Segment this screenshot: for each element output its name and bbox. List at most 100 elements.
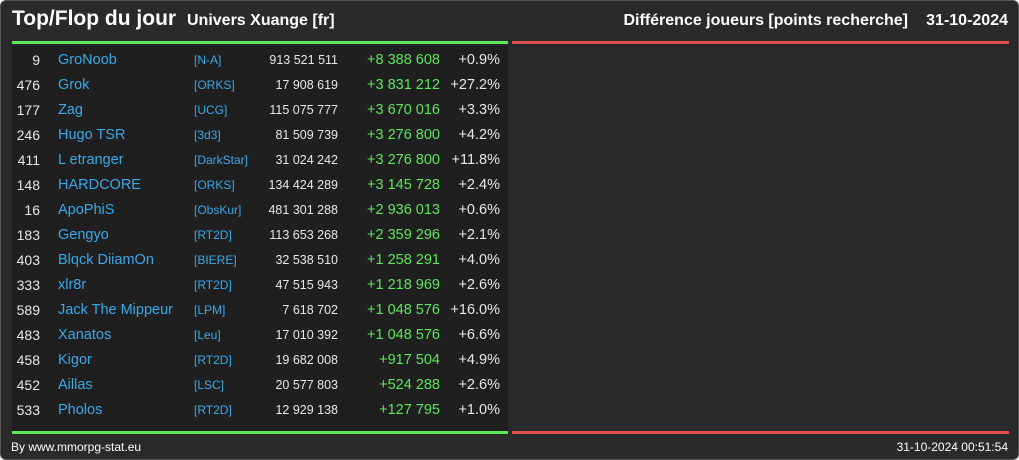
- percent-change: +2.4%: [458, 177, 500, 193]
- points-difference: +3 831 212: [367, 77, 440, 93]
- table-row: 411 L etranger [DarkStar] 31 024 242 +3 276 …: [12, 148, 508, 173]
- player-points: 17 010 392: [275, 328, 338, 342]
- player-name-link[interactable]: Hugo TSR: [58, 127, 126, 143]
- player-rank: 148: [16, 177, 40, 193]
- player-points: 913 521 511: [269, 53, 338, 67]
- alliance-tag-link[interactable]: [RT2D]: [194, 403, 232, 417]
- player-rank: 403: [16, 252, 40, 268]
- alliance-tag-link[interactable]: [Leu]: [194, 328, 221, 342]
- table-row: 177 Zag [UCG] 115 075 777 +3 670 016 +3.3%: [12, 98, 508, 123]
- percent-change: +4.0%: [458, 252, 500, 268]
- bottom-divider-red: [512, 431, 1009, 434]
- flop-list: [512, 45, 1009, 431]
- player-name-link[interactable]: xlr8r: [58, 277, 87, 293]
- table-row: 476 Grok [ORKS] 17 908 619 +3 831 212 +27.2%: [12, 73, 508, 98]
- top-list: 9 GroNoob [N-A] 913 521 511 +8 388 608 +0.9% 4…: [12, 45, 508, 431]
- percent-change: +2.6%: [458, 377, 500, 393]
- player-name-link[interactable]: Jack The Mippeur: [58, 302, 173, 318]
- table-row: 483 Xanatos [Leu] 17 010 392 +1 048 576 +6.6%: [12, 323, 508, 348]
- percent-change: +11.8%: [451, 152, 500, 168]
- player-rank: 411: [17, 152, 40, 168]
- footer-timestamp: 31-10-2024 00:51:54: [896, 440, 1008, 454]
- table-row: 148 HARDCORE [ORKS] 134 424 289 +3 145 728 +2…: [12, 173, 508, 198]
- table-row: 403 Blqck DiiamOn [BIERE] 32 538 510 +1 258 …: [12, 248, 508, 273]
- percent-change: +0.6%: [458, 202, 500, 218]
- header-date: 31-10-2024: [926, 12, 1008, 29]
- points-difference: +2 359 296: [367, 227, 440, 243]
- alliance-tag-link[interactable]: [ORKS]: [194, 78, 235, 92]
- alliance-tag-link[interactable]: [RT2D]: [194, 278, 232, 292]
- points-difference: +917 504: [379, 352, 440, 368]
- alliance-tag-link[interactable]: [ORKS]: [194, 178, 235, 192]
- percent-change: +0.9%: [458, 52, 500, 68]
- player-name-link[interactable]: Zag: [58, 102, 83, 118]
- player-points: 20 577 803: [275, 378, 338, 392]
- player-points: 17 908 619: [275, 78, 338, 92]
- alliance-tag-link[interactable]: [ObsKur]: [194, 203, 242, 217]
- player-rank: 177: [16, 102, 40, 118]
- points-difference: +1 048 576: [367, 327, 440, 343]
- alliance-tag-link[interactable]: [LSC]: [194, 378, 225, 392]
- points-difference: +3 276 800: [367, 127, 440, 143]
- alliance-tag-link[interactable]: [3d3]: [194, 128, 221, 142]
- header: Top/Flop du jour Univers Xuange [fr] Dif…: [1, 1, 1018, 39]
- player-rank: 589: [16, 302, 40, 318]
- player-rank: 16: [24, 202, 40, 218]
- alliance-tag-link[interactable]: [RT2D]: [194, 228, 232, 242]
- alliance-tag-link[interactable]: [BIERE]: [194, 253, 237, 267]
- alliance-tag-link[interactable]: [LPM]: [194, 303, 226, 317]
- percent-change: +16.0%: [450, 302, 500, 318]
- alliance-tag-link[interactable]: [DarkStar]: [194, 153, 249, 167]
- percent-change: +1.0%: [458, 402, 500, 418]
- top-divider-green: [12, 41, 508, 44]
- player-name-link[interactable]: Aillas: [58, 377, 93, 393]
- percent-change: +4.2%: [458, 127, 500, 143]
- percent-change: +6.6%: [458, 327, 500, 343]
- player-points: 7 618 702: [282, 303, 338, 317]
- table-row: 183 Gengyo [RT2D] 113 653 268 +2 359 296 +2.1…: [12, 223, 508, 248]
- player-name-link[interactable]: GroNoob: [58, 52, 117, 68]
- player-points: 31 024 242: [275, 153, 338, 167]
- player-name-link[interactable]: Blqck DiiamOn: [58, 252, 154, 268]
- player-name-link[interactable]: HARDCORE: [58, 177, 141, 193]
- player-name-link[interactable]: Xanatos: [58, 327, 112, 343]
- points-difference: +2 936 013: [367, 202, 440, 218]
- points-difference: +3 145 728: [367, 177, 440, 193]
- player-points: 134 424 289: [268, 178, 338, 192]
- top-divider-red: [512, 41, 1009, 44]
- player-name-link[interactable]: Kigor: [58, 352, 92, 368]
- alliance-tag-link[interactable]: [RT2D]: [194, 353, 232, 367]
- player-name-link[interactable]: Grok: [58, 77, 90, 93]
- table-row: 458 Kigor [RT2D] 19 682 008 +917 504 +4.9%: [12, 348, 508, 373]
- percent-change: +4.9%: [458, 352, 500, 368]
- player-name-link[interactable]: Gengyo: [58, 227, 109, 243]
- player-name-link[interactable]: L etranger: [58, 152, 124, 168]
- player-rank: 246: [16, 127, 40, 143]
- player-rank: 483: [16, 327, 40, 343]
- alliance-tag-link[interactable]: [N-A]: [194, 53, 222, 67]
- points-difference: +127 795: [379, 402, 440, 418]
- player-rank: 333: [16, 277, 40, 293]
- percent-change: +27.2%: [450, 77, 500, 93]
- alliance-tag-link[interactable]: [UCG]: [194, 103, 228, 117]
- points-difference: +1 218 969: [367, 277, 440, 293]
- player-name-link[interactable]: ApoPhiS: [58, 202, 115, 218]
- player-points: 32 538 510: [275, 253, 338, 267]
- player-points: 481 301 288: [268, 203, 338, 217]
- points-difference: +3 276 800: [367, 152, 440, 168]
- table-row: 246 Hugo TSR [3d3] 81 509 739 +3 276 800 +4.2…: [12, 123, 508, 148]
- player-points: 81 509 739: [275, 128, 338, 142]
- points-difference: +524 288: [379, 377, 440, 393]
- player-name-link[interactable]: Pholos: [58, 402, 103, 418]
- player-rank: 452: [16, 377, 40, 393]
- page-title: Top/Flop du jour: [12, 7, 177, 30]
- table-row: 333 xlr8r [RT2D] 47 515 943 +1 218 969 +2.6%: [12, 273, 508, 298]
- player-rank: 533: [16, 402, 40, 418]
- table-row: 533 Pholos [RT2D] 12 929 138 +127 795 +1.0%: [12, 398, 508, 423]
- footer-credit: By www.mmorpg-stat.eu: [11, 440, 142, 454]
- table-row: 16 ApoPhiS [ObsKur] 481 301 288 +2 936 013 +0…: [12, 198, 508, 223]
- player-points: 113 653 268: [269, 228, 338, 242]
- percent-change: +2.1%: [458, 227, 500, 243]
- points-difference: +8 388 608: [367, 52, 440, 68]
